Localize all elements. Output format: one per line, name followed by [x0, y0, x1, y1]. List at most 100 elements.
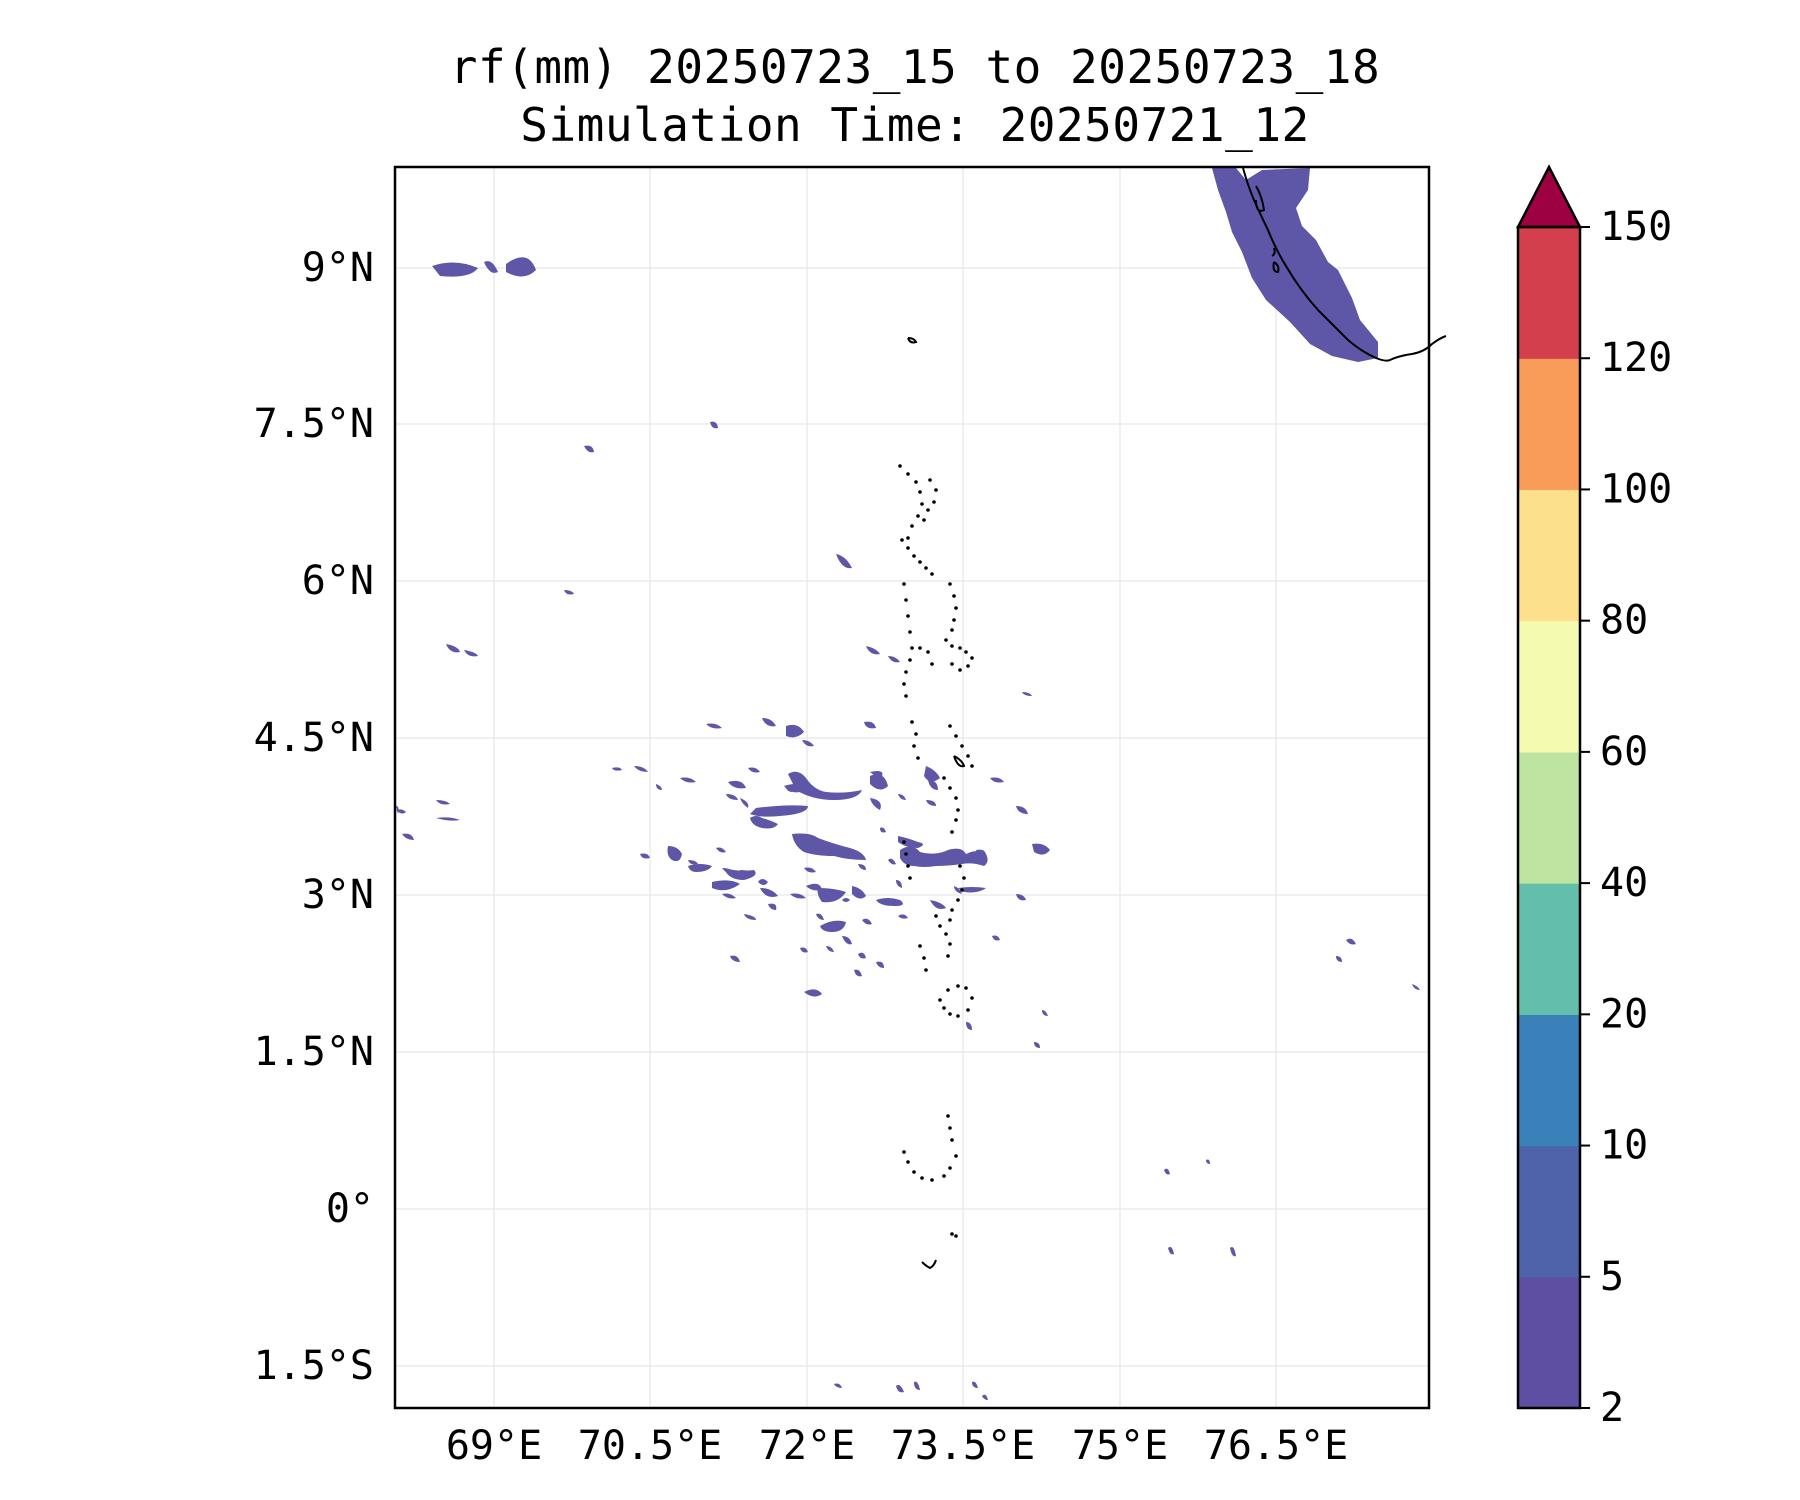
atoll-island — [938, 998, 942, 1002]
rain-area — [1336, 956, 1342, 962]
rain-area — [712, 880, 740, 891]
colorbar-segments — [1518, 227, 1580, 1409]
rain-area — [804, 989, 822, 997]
atoll-island — [966, 754, 970, 758]
atoll-island — [950, 628, 954, 632]
atoll-island — [952, 618, 956, 622]
atoll-island — [910, 720, 914, 724]
rain-area — [436, 817, 460, 821]
atoll-island — [950, 1232, 954, 1236]
colorbar-segment — [1518, 358, 1580, 491]
atoll-island — [908, 658, 912, 662]
colorbar-frame — [1516, 225, 1582, 1410]
x-tick-label: 73.5°E — [891, 1423, 1036, 1469]
rain-area — [842, 898, 850, 902]
colorbar: 2 5 10 20 40 60 80 100 120 150 — [1515, 164, 1672, 1431]
y-tick-label: 0° — [326, 1186, 374, 1232]
rain-area — [432, 262, 478, 277]
rain-area — [898, 794, 906, 800]
rain-area — [876, 898, 903, 906]
colorbar-segment — [1518, 1145, 1580, 1278]
colorbar-segment — [1518, 620, 1580, 753]
atoll-island — [948, 786, 952, 790]
atoll-island — [906, 864, 910, 868]
atoll-island — [954, 796, 958, 800]
colorbar-segment — [1518, 1014, 1580, 1147]
rain-area — [966, 1022, 972, 1030]
atoll-island — [932, 500, 936, 504]
colorbar-label: 40 — [1600, 860, 1648, 906]
atoll-island — [948, 1126, 952, 1130]
rain-area — [1016, 806, 1028, 814]
rain-area — [880, 827, 886, 833]
rain-area — [584, 445, 594, 453]
atoll-island — [970, 996, 974, 1000]
rain-area — [862, 918, 872, 925]
atoll-island — [950, 830, 954, 834]
atoll-island — [958, 668, 962, 672]
rain-area — [667, 846, 682, 862]
colorbar-label: 100 — [1600, 466, 1672, 512]
rain-area — [820, 920, 846, 932]
atoll-island — [930, 572, 934, 576]
coastlines — [907, 167, 1447, 1270]
x-tick-label: 70.5°E — [578, 1423, 723, 1469]
atoll-island — [954, 734, 958, 738]
atoll-island — [930, 662, 934, 666]
rain-area — [972, 1381, 978, 1388]
atoll-island — [948, 1166, 952, 1170]
atoll-island — [956, 808, 960, 812]
rain-area — [898, 836, 923, 848]
rain-area — [748, 767, 760, 773]
rain-area — [446, 644, 460, 653]
rain-area — [826, 946, 834, 952]
atoll-island — [962, 876, 966, 880]
colorbar-segment — [1518, 227, 1580, 359]
rain-area — [876, 961, 884, 968]
colorbar-segment — [1518, 489, 1580, 622]
x-tick-label: 76.5°E — [1204, 1423, 1349, 1469]
rain-area — [680, 777, 696, 783]
rain-area — [1034, 1042, 1040, 1048]
india-coastline — [1242, 167, 1447, 362]
atoll-island — [944, 932, 948, 936]
atoll-island — [920, 502, 924, 506]
atoll-island — [926, 650, 930, 654]
rain-area — [506, 257, 536, 277]
atoll-island — [906, 614, 910, 618]
title-line-2: Simulation Time: 20250721_12 — [520, 98, 1310, 152]
rain-area — [1164, 1168, 1170, 1175]
rain-area — [864, 721, 876, 729]
atoll-island — [942, 776, 946, 780]
rain-area — [854, 969, 862, 977]
rain-area — [1212, 168, 1378, 362]
rain-area — [724, 868, 756, 880]
atoll-island — [912, 554, 916, 558]
rain-area — [802, 740, 814, 747]
atoll-island — [918, 646, 922, 650]
atoll-island — [906, 536, 910, 540]
rain-area — [898, 914, 908, 919]
atoll-island — [942, 1006, 946, 1010]
rain-area — [924, 766, 940, 782]
atoll-island — [918, 944, 922, 948]
atoll-island — [956, 984, 960, 988]
rain-area — [990, 777, 1004, 783]
rain-area — [688, 864, 712, 872]
rain-area — [858, 952, 866, 959]
rain-area — [992, 935, 1000, 941]
rain-area — [640, 853, 650, 859]
rain-area — [870, 798, 881, 810]
rain-area — [750, 805, 808, 817]
atoll-island — [900, 538, 904, 542]
atoll-island — [912, 744, 916, 748]
atoll-island — [950, 1138, 954, 1142]
atoll-island — [970, 764, 974, 768]
rain-area — [750, 816, 778, 829]
rain-area — [792, 833, 866, 860]
atoll-island — [922, 956, 926, 960]
rain-area — [1206, 1159, 1210, 1164]
atoll-island — [902, 1150, 906, 1154]
atoll-island — [906, 472, 910, 476]
rain-area — [634, 766, 648, 772]
